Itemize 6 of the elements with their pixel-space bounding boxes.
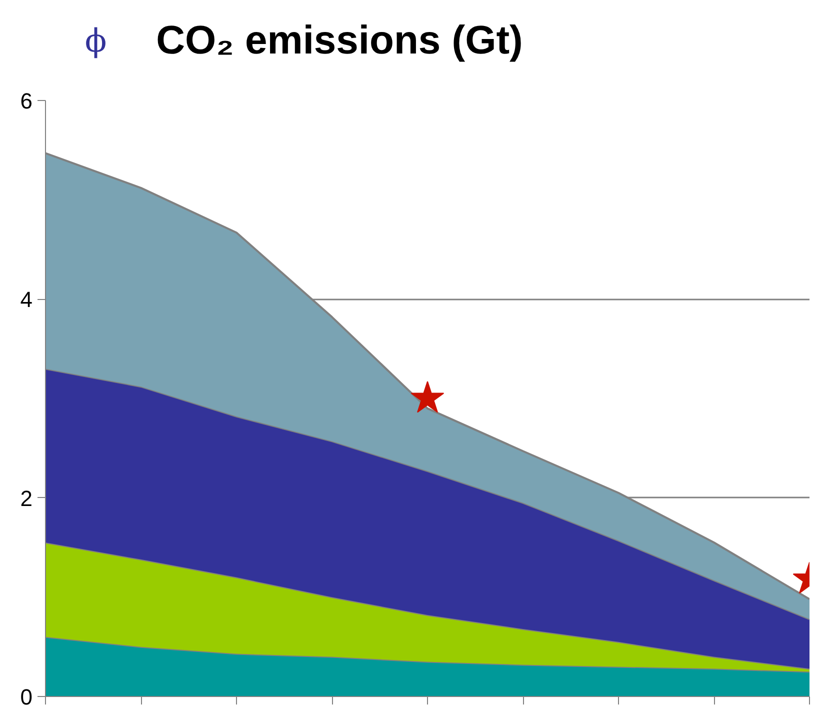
text: ϕ xyxy=(84,22,107,60)
y-tick-label: 0 xyxy=(20,684,33,710)
y-tick-label: 4 xyxy=(20,287,33,312)
y-tick-label: 2 xyxy=(20,486,33,511)
y-tick-label: 6 xyxy=(20,88,33,114)
chart-title: CO₂ emissions (Gt) xyxy=(156,18,523,62)
